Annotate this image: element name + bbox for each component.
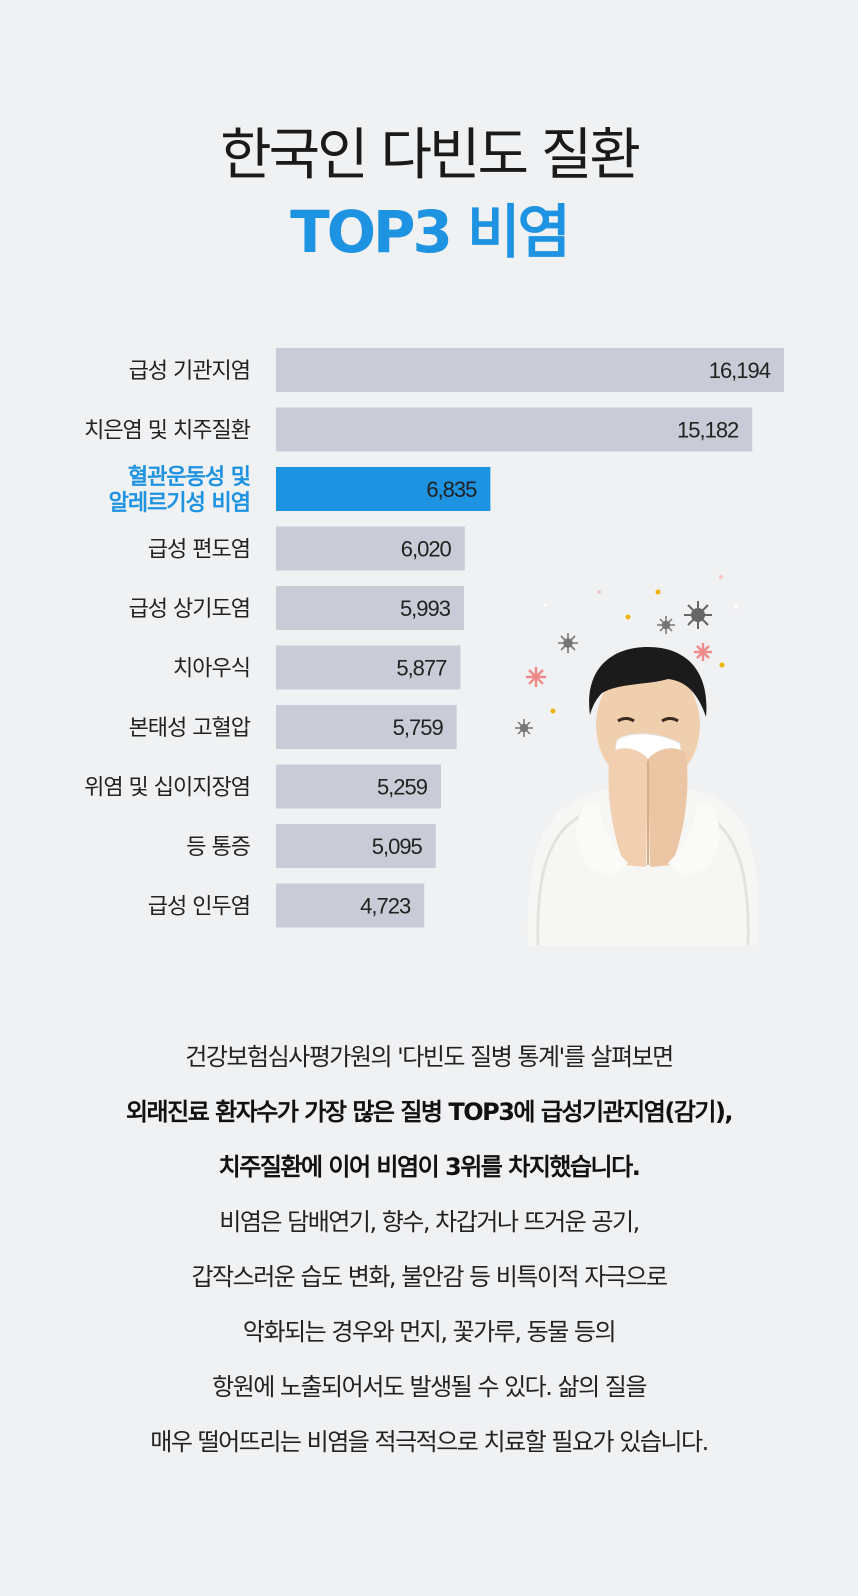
category-label: 치은염 및 치주질환: [84, 419, 251, 444]
category-label-line: 치아우식: [173, 657, 250, 682]
bar: [276, 586, 464, 630]
category-label: 등 통증: [186, 835, 250, 860]
bar: [276, 526, 465, 571]
page-title: 한국인 다빈도 질환: [220, 123, 641, 188]
bar-value-label: 5,095: [372, 834, 423, 859]
title-block: 한국인 다빈도 질환 TOP3 비염: [0, 118, 858, 270]
bar-highlight: [276, 467, 491, 511]
bar: [276, 764, 441, 809]
category-label: 급성 상기도염: [129, 597, 250, 622]
bar: [276, 407, 753, 452]
bar-value-label: 6,835: [426, 477, 477, 502]
germ-icon: [515, 719, 533, 737]
bar-value-label: 5,877: [396, 656, 447, 681]
description-line: 항원에 노출되어서도 발생될 수 있다. 삶의 질을: [212, 1373, 647, 1401]
category-label-line: 급성 상기도염: [129, 597, 250, 622]
description-line-bold: 치주질환에 이어 비염이 3위를 차지했습니다.: [218, 1153, 641, 1181]
category-label-line: 혈관운동성 및: [128, 465, 251, 490]
bar: [276, 705, 457, 749]
bar: [276, 883, 425, 928]
bar: [276, 348, 784, 392]
category-label: 치아우식: [173, 657, 250, 682]
category-label-line: 급성 편도염: [148, 538, 250, 563]
description-line: 건강보험심사평가원의 '다빈도 질병 통계'를 살펴보면: [185, 1043, 674, 1071]
bar-value-label: 6,020: [401, 537, 452, 562]
description-line: 악화되는 경우와 먼지, 꽃가루, 동물 등의: [242, 1318, 617, 1346]
bar: [276, 824, 436, 868]
category-label: 위염 및 십이지장염: [84, 776, 250, 801]
germ-icon: [558, 633, 578, 653]
bar-chart-svg: 16,194 급성 기관지염 15,182 치은염 및 치주질환 6,835 혈관운동성 …: [84, 348, 784, 928]
category-label-line: 치은염 및 치주질환: [84, 419, 251, 444]
page-subtitle: TOP3 비염: [290, 198, 571, 266]
category-label: 급성 편도염: [148, 538, 250, 563]
category-label: 급성 기관지염: [129, 359, 250, 384]
category-label: 혈관운동성 및 알레르기성 비염: [109, 465, 251, 516]
bar-value-label: 5,993: [400, 596, 451, 621]
bar-value-label: 16,194: [709, 358, 771, 383]
category-label: 급성 인두염: [148, 895, 250, 920]
bar-chart: 16,194 급성 기관지염 15,182 치은염 및 치주질환 6,835 혈관운동성 …: [0, 340, 858, 960]
category-label-line: 급성 기관지염: [129, 359, 250, 384]
category-label-line: 급성 인두염: [148, 895, 250, 920]
category-label-line: 등 통증: [186, 835, 250, 860]
bar-value-label: 5,259: [377, 775, 428, 800]
bar-value-label: 4,723: [360, 894, 411, 919]
germ-icon: [657, 616, 675, 634]
description-line: 비염은 담배연기, 향수, 차갑거나 뜨거운 공기,: [219, 1208, 640, 1236]
bar-value-label: 5,759: [393, 715, 444, 740]
germ-icon: [684, 601, 712, 629]
description-line-bold: 외래진료 환자수가 가장 많은 질병 TOP3에 급성기관지염(감기),: [125, 1098, 734, 1126]
bar-value-label: 15,182: [677, 418, 739, 443]
description-line: 매우 떨어뜨리는 비염을 적극적으로 치료할 필요가 있습니다.: [150, 1428, 709, 1456]
person-sneezing-icon: [498, 575, 798, 946]
description-line: 갑작스러운 습도 변화, 불안감 등 비특이적 자극으로: [191, 1263, 668, 1291]
category-label-line: 위염 및 십이지장염: [84, 776, 250, 801]
category-label-line: 알레르기성 비염: [109, 491, 250, 516]
category-label-line: 본태성 고혈압: [129, 716, 251, 741]
bar: [276, 645, 461, 690]
sparkle-icon: [526, 643, 712, 687]
description-text: 건강보험심사평가원의 '다빈도 질병 통계'를 살펴보면 외래진료 환자수가 가…: [0, 1030, 858, 1470]
category-label: 본태성 고혈압: [129, 716, 251, 741]
